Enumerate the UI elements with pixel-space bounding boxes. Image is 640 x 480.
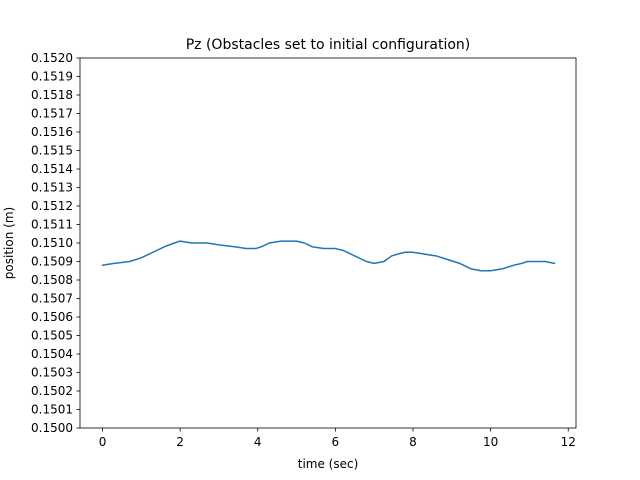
plot-frame xyxy=(79,57,577,429)
y-tick-label: 0.1501 xyxy=(31,403,73,417)
y-tick-label: 0.1508 xyxy=(31,273,73,287)
series-line xyxy=(101,240,556,272)
x-tick-label: 0 xyxy=(99,435,107,449)
y-tick-label: 0.1513 xyxy=(31,181,73,195)
plot-area xyxy=(80,58,576,428)
x-tick-label: 12 xyxy=(561,435,576,449)
y-tick-label: 0.1511 xyxy=(31,218,73,232)
chart-title: Pz (Obstacles set to initial configurati… xyxy=(186,37,471,53)
x-tick-label: 4 xyxy=(254,435,262,449)
y-tick-label: 0.1503 xyxy=(31,366,73,380)
x-tick-label: 2 xyxy=(176,435,184,449)
x-tick-label: 10 xyxy=(483,435,498,449)
x-tick-label: 6 xyxy=(332,435,340,449)
y-tick-label: 0.1518 xyxy=(31,88,73,102)
y-tick-label: 0.1510 xyxy=(31,236,73,250)
y-tick-label: 0.1519 xyxy=(31,70,73,84)
y-tick-label: 0.1507 xyxy=(31,292,73,306)
y-tick-label: 0.1514 xyxy=(31,162,73,176)
y-axis: 0.1500 0.1501 0.1502 0.1503 0.1504 0.1505 0.15… xyxy=(31,51,80,435)
y-tick-label: 0.1512 xyxy=(31,199,73,213)
y-tick-label: 0.1506 xyxy=(31,310,73,324)
x-axis: 0 2 4 6 8 10 12 xyxy=(99,428,576,449)
y-tick-label: 0.1505 xyxy=(31,329,73,343)
y-tick-label: 0.1500 xyxy=(31,421,73,435)
y-tick-label: 0.1504 xyxy=(31,347,73,361)
x-tick-label: 8 xyxy=(409,435,417,449)
y-tick-label: 0.1509 xyxy=(31,255,73,269)
y-tick-label: 0.1502 xyxy=(31,384,73,398)
y-axis-label: position (m) xyxy=(2,207,16,279)
y-tick-label: 0.1517 xyxy=(31,107,73,121)
y-tick-label: 0.1516 xyxy=(31,125,73,139)
y-tick-label: 0.1515 xyxy=(31,144,73,158)
y-tick-label: 0.1520 xyxy=(31,51,73,65)
x-axis-label: time (sec) xyxy=(298,457,359,471)
